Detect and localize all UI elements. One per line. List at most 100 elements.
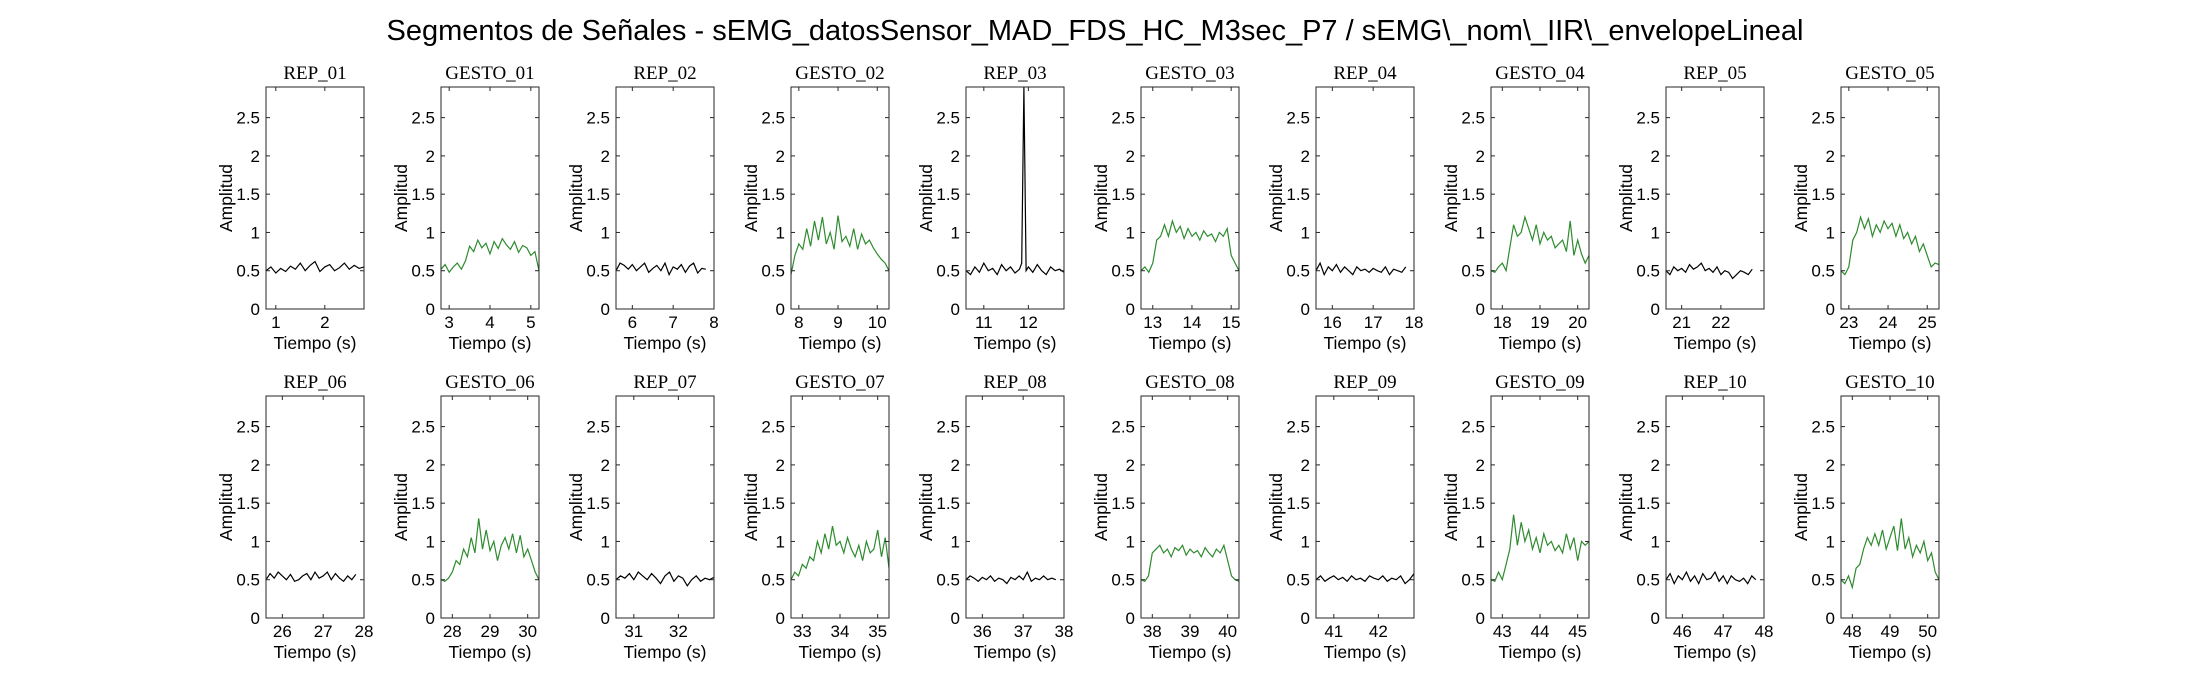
y-tick-label: 0.5 (761, 262, 785, 281)
subplot-title: REP_02 (633, 63, 696, 84)
y-tick-label: 2.5 (1286, 418, 1310, 437)
x-tick-label: 41 (1324, 622, 1343, 641)
axes-box (1840, 395, 1940, 619)
y-tick-label: 0 (1301, 300, 1310, 319)
y-tick-label: 2 (776, 147, 785, 166)
x-tick-label: 31 (624, 622, 643, 641)
y-tick-label: 1.5 (586, 494, 610, 513)
x-tick-label: 16 (1323, 313, 1342, 332)
signal-line (1840, 214, 1940, 276)
x-tick-label: 22 (1711, 313, 1730, 332)
y-tick-label: 2.5 (761, 418, 785, 437)
axes-box (1315, 395, 1415, 619)
y-tick-label: 0 (601, 609, 610, 628)
x-axis-label: Tiempo (s) (624, 642, 707, 662)
x-tick-label: 4 (485, 313, 494, 332)
y-tick-label: 2.5 (1811, 418, 1835, 437)
y-tick-label: 0.5 (936, 262, 960, 281)
y-tick-label: 0.5 (1286, 571, 1310, 590)
x-tick-label: 12 (1019, 313, 1038, 332)
x-tick-label: 32 (669, 622, 688, 641)
y-tick-label: 2.5 (936, 418, 960, 437)
y-tick-label: 2 (1126, 147, 1135, 166)
y-axis-label: Amplitud (391, 473, 411, 541)
x-tick-label: 46 (1673, 622, 1692, 641)
x-tick-label: 38 (1055, 622, 1074, 641)
axes-box (1840, 86, 1940, 310)
y-tick-label: 1 (1476, 532, 1485, 551)
x-axis-label: Tiempo (s) (974, 333, 1057, 353)
y-tick-label: 0 (251, 300, 260, 319)
y-tick-label: 1 (776, 532, 785, 551)
x-axis-label: Tiempo (s) (274, 642, 357, 662)
axes-box (1315, 86, 1415, 310)
y-tick-label: 1 (251, 532, 260, 551)
x-tick-label: 40 (1218, 622, 1237, 641)
y-tick-label: 2.5 (586, 418, 610, 437)
y-tick-label: 1.5 (761, 494, 785, 513)
x-tick-label: 21 (1672, 313, 1691, 332)
y-tick-label: 2 (1476, 147, 1485, 166)
y-tick-label: 0 (1651, 609, 1660, 628)
x-tick-label: 26 (273, 622, 292, 641)
x-tick-label: 13 (1143, 313, 1162, 332)
subplot-title: REP_08 (983, 372, 1046, 393)
y-tick-label: 0.5 (411, 262, 435, 281)
y-tick-label: 0 (426, 300, 435, 319)
y-tick-label: 0 (1826, 609, 1835, 628)
x-tick-label: 23 (1839, 313, 1858, 332)
subplot-title: GESTO_06 (445, 372, 534, 393)
x-axis-label: Tiempo (s) (1499, 642, 1582, 662)
y-tick-label: 0 (776, 300, 785, 319)
signal-line (790, 525, 890, 580)
x-axis-label: Tiempo (s) (1149, 333, 1232, 353)
y-tick-label: 2.5 (1111, 418, 1135, 437)
subplot-title: REP_10 (1683, 372, 1746, 393)
y-tick-label: 1.5 (1111, 185, 1135, 204)
axes-box (790, 86, 890, 310)
y-tick-label: 0.5 (586, 571, 610, 590)
subplot-title: GESTO_05 (1845, 63, 1934, 84)
x-tick-label: 29 (481, 622, 500, 641)
signal-line (265, 570, 357, 583)
subplot-title: GESTO_02 (795, 63, 884, 84)
signal-line (440, 518, 540, 582)
y-tick-label: 1.5 (1811, 185, 1835, 204)
subplot-title: GESTO_04 (1495, 63, 1585, 84)
y-tick-label: 2 (1651, 456, 1660, 475)
y-tick-label: 1.5 (586, 185, 610, 204)
subplot-title: REP_06 (283, 372, 346, 393)
y-tick-label: 0.5 (761, 571, 785, 590)
x-tick-label: 15 (1222, 313, 1241, 332)
x-axis-label: Tiempo (s) (624, 333, 707, 353)
y-tick-label: 1.5 (1286, 185, 1310, 204)
y-tick-label: 1 (951, 223, 960, 242)
x-axis-label: Tiempo (s) (449, 333, 532, 353)
x-tick-label: 30 (518, 622, 537, 641)
subplot-title: GESTO_09 (1495, 372, 1584, 393)
y-tick-label: 2 (1301, 147, 1310, 166)
subplot-title: REP_07 (633, 372, 696, 393)
y-tick-label: 2 (251, 147, 260, 166)
y-tick-label: 0 (1126, 300, 1135, 319)
x-tick-label: 18 (1405, 313, 1424, 332)
y-tick-label: 2.5 (1636, 109, 1660, 128)
axes-box (965, 395, 1065, 619)
y-axis-label: Amplitud (1091, 473, 1111, 541)
y-tick-label: 1 (776, 223, 785, 242)
x-axis-label: Tiempo (s) (1324, 642, 1407, 662)
x-tick-label: 48 (1755, 622, 1774, 641)
subplot-title: GESTO_08 (1145, 372, 1234, 393)
y-tick-label: 2.5 (936, 109, 960, 128)
y-tick-label: 1.5 (1636, 185, 1660, 204)
